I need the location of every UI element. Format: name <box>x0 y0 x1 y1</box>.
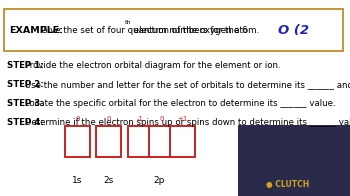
Text: 2p: 2p <box>154 176 165 185</box>
Text: 0: 0 <box>75 115 79 122</box>
Text: 0: 0 <box>107 115 111 122</box>
Text: EXAMPLE:: EXAMPLE: <box>9 26 63 35</box>
Text: -1: -1 <box>137 115 144 122</box>
Text: STEP 2:: STEP 2: <box>7 80 44 89</box>
Text: 1s: 1s <box>72 176 83 185</box>
Text: Determine if the electron spins up or spins down to determine its ______ value.: Determine if the electron spins up or sp… <box>22 118 350 127</box>
Text: Give the set of four quantum numbers for the 6: Give the set of four quantum numbers for… <box>41 26 248 35</box>
Text: 2s: 2s <box>104 176 114 185</box>
FancyBboxPatch shape <box>65 126 90 157</box>
Text: STEP 1:: STEP 1: <box>7 61 44 70</box>
Text: STEP 4:: STEP 4: <box>7 118 44 127</box>
FancyBboxPatch shape <box>238 125 350 196</box>
Text: O (2: O (2 <box>278 24 309 37</box>
Text: +1: +1 <box>177 115 188 122</box>
Text: STEP 3:: STEP 3: <box>7 99 44 108</box>
FancyBboxPatch shape <box>4 9 343 51</box>
Text: Use the number and letter for the set of orbitals to determine its ______ and __: Use the number and letter for the set of… <box>22 80 350 89</box>
Text: Locate the specific orbital for the electron to determine its ______ value.: Locate the specific orbital for the elec… <box>22 99 336 108</box>
Text: th: th <box>125 20 132 25</box>
FancyBboxPatch shape <box>170 126 195 157</box>
Text: 0: 0 <box>159 115 163 122</box>
FancyBboxPatch shape <box>128 126 153 157</box>
FancyBboxPatch shape <box>149 126 174 157</box>
Text: ● CLUTCH: ● CLUTCH <box>266 180 309 189</box>
FancyBboxPatch shape <box>96 126 121 157</box>
Text: Provide the electron orbital diagram for the element or ion.: Provide the electron orbital diagram for… <box>22 61 281 70</box>
Text: electron of the oxygen atom.: electron of the oxygen atom. <box>131 26 259 35</box>
